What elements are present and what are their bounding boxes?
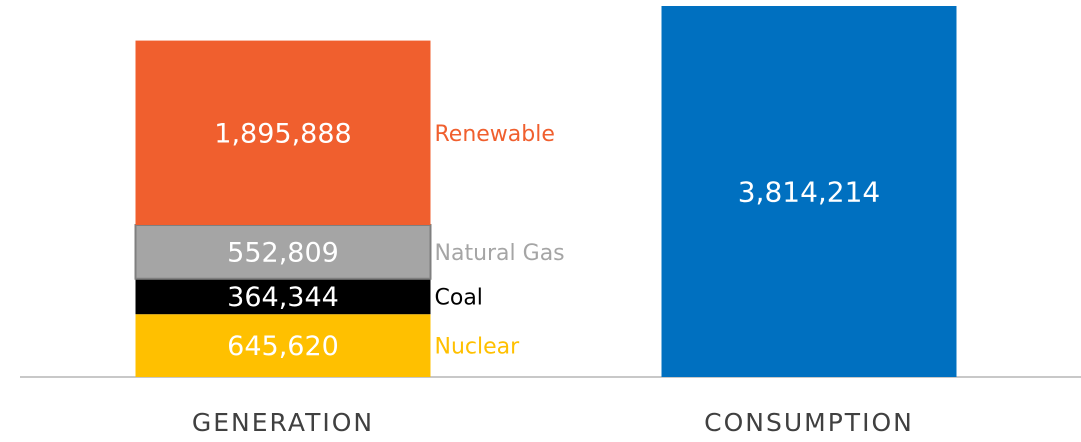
series-label: Renewable [435, 122, 555, 147]
value-label: 3,814,214 [738, 176, 881, 209]
value-label: 1,895,888 [214, 118, 351, 149]
value-label: 364,344 [227, 282, 339, 313]
series-label: Natural Gas [435, 241, 565, 266]
bar-segment [134, 223, 432, 280]
bar-segment [135, 278, 431, 315]
category-label: CONSUMPTION [704, 408, 914, 437]
bar-segment [661, 6, 957, 377]
value-label: 645,620 [227, 331, 339, 362]
category-label: GENERATION [192, 408, 374, 437]
value-label: 552,809 [227, 237, 339, 268]
bar-segment [135, 314, 431, 377]
series-label: Coal [435, 285, 483, 310]
series-label: Nuclear [435, 335, 521, 360]
bar-segment [135, 40, 431, 225]
